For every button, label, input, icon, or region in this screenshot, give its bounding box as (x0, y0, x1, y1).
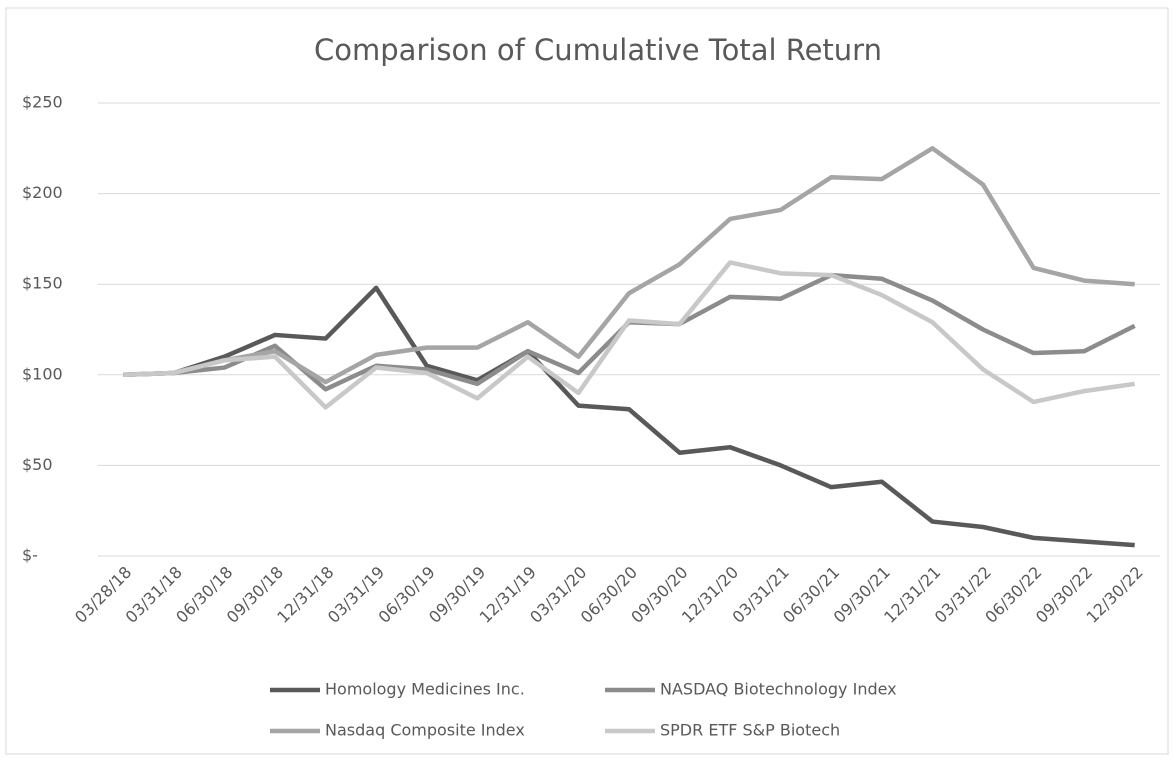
legend-label: Homology Medicines Inc. (325, 680, 525, 699)
y-tick-label: $150 (22, 274, 63, 293)
legend-label: Nasdaq Composite Index (325, 721, 525, 740)
legend-label: NASDAQ Biotechnology Index (660, 680, 897, 699)
series-line (123, 146, 1135, 385)
chart-title: Comparison of Cumulative Total Return (314, 33, 882, 67)
series-line (123, 285, 1135, 548)
y-tick-label: $200 (22, 183, 63, 202)
y-tick-label: $100 (22, 364, 63, 383)
y-tick-label: $50 (22, 455, 53, 474)
y-tick-label: $250 (22, 93, 63, 112)
legend-label: SPDR ETF S&P Biotech (660, 721, 840, 740)
series-line (123, 260, 1136, 410)
y-tick-label: $- (22, 546, 38, 565)
